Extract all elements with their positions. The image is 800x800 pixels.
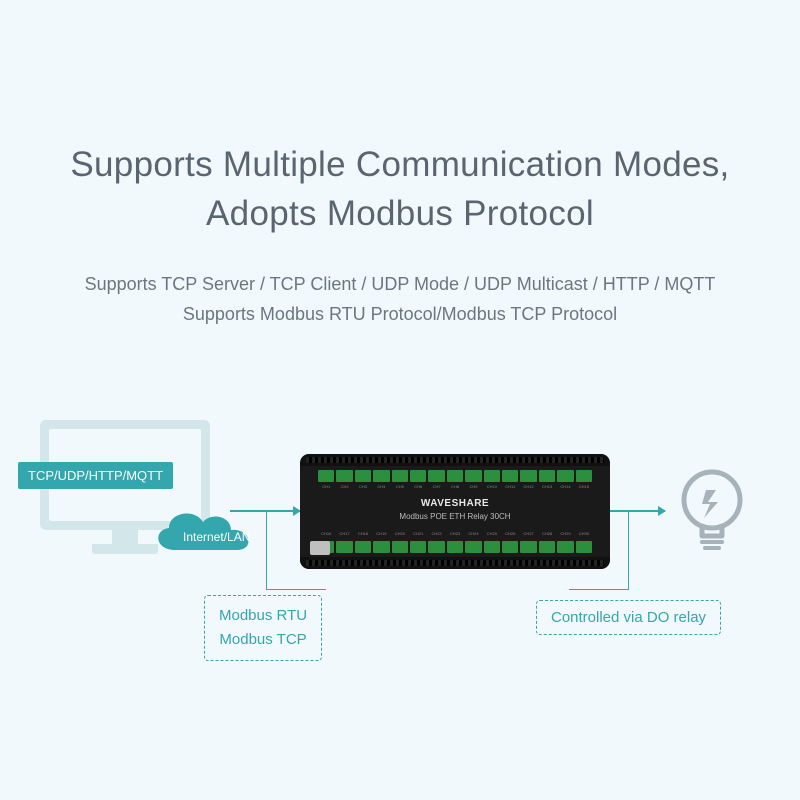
modbus-rtu-label: Modbus RTU <box>219 607 307 624</box>
device-rail-bottom <box>300 557 610 569</box>
diagram-container: TCP/UDP/HTTP/MQTT Internet/LAN CH1CH2CH3… <box>0 420 800 680</box>
cloud-label: Internet/LAN <box>183 530 250 544</box>
title-line-2: Adopts Modbus Protocol <box>206 194 594 233</box>
relay-device: CH1CH2CH3CH4CH5CH6CH7CH8CH9CH10CH11CH12C… <box>300 454 610 569</box>
ethernet-port-icon <box>310 541 330 555</box>
lightbulb-icon <box>672 464 752 564</box>
arrow-computer-to-device <box>230 510 300 512</box>
device-brand: WAVESHARE <box>300 498 610 509</box>
callout-line-controlled <box>628 512 629 590</box>
channel-labels-bottom: CH16CH17CH18CH19CH20CH21CH22CH23CH24CH25… <box>318 531 592 539</box>
modbus-callout: Modbus RTU Modbus TCP <box>204 595 322 661</box>
device-model: Modbus POE ETH Relay 30CH <box>300 512 610 521</box>
terminal-row-top <box>318 470 592 482</box>
subtitle-line-1: Supports TCP Server / TCP Client / UDP M… <box>85 274 716 294</box>
callout-line-modbus <box>266 512 267 590</box>
modbus-tcp-label: Modbus TCP <box>219 631 306 648</box>
main-title: Supports Multiple Communication Modes, A… <box>0 0 800 238</box>
title-line-1: Supports Multiple Communication Modes, <box>70 145 729 184</box>
channel-labels-top: CH1CH2CH3CH4CH5CH6CH7CH8CH9CH10CH11CH12C… <box>318 484 592 492</box>
terminal-row-bottom <box>318 541 592 553</box>
controlled-callout: Controlled via DO relay <box>536 600 721 635</box>
subtitle-line-2: Supports Modbus RTU Protocol/Modbus TCP … <box>183 304 617 324</box>
protocol-label: TCP/UDP/HTTP/MQTT <box>18 462 173 489</box>
computer-icon: TCP/UDP/HTTP/MQTT Internet/LAN <box>40 420 230 580</box>
arrow-device-to-bulb <box>610 510 665 512</box>
device-rail-top <box>300 454 610 466</box>
subtitle: Supports TCP Server / TCP Client / UDP M… <box>0 270 800 329</box>
